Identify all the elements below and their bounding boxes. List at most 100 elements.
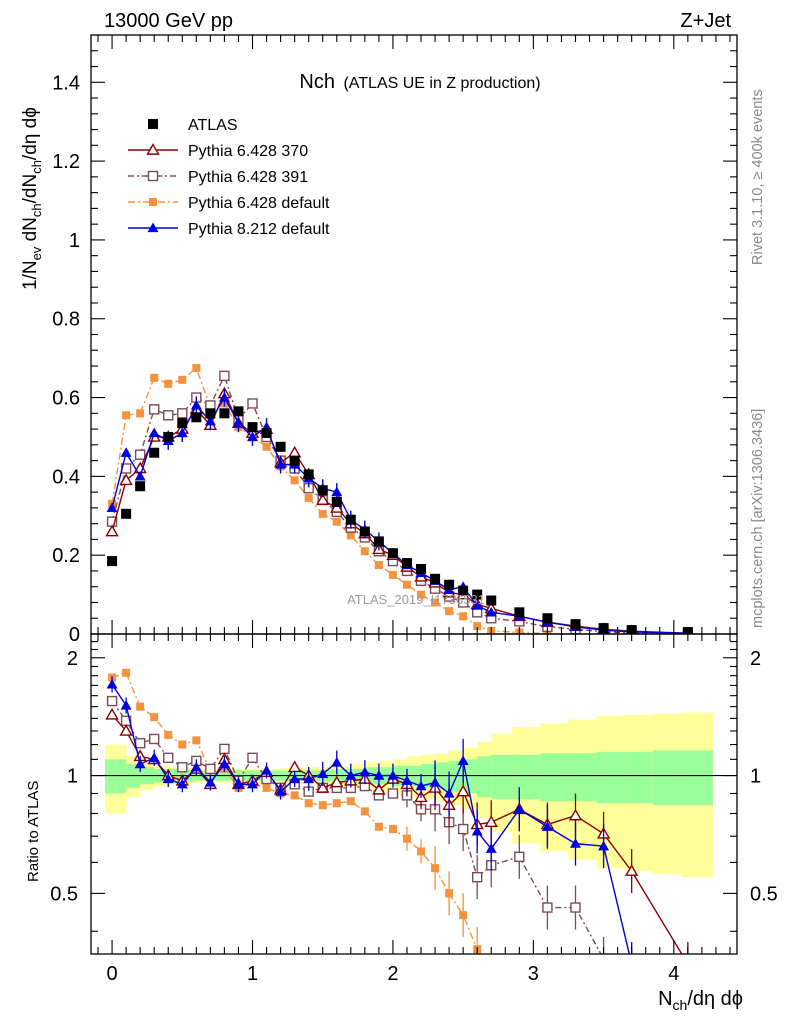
main-data-point: [135, 481, 146, 492]
ratio-data-point: [122, 668, 131, 677]
main-data-point: [331, 486, 343, 497]
main-data-point: [247, 431, 258, 442]
ratio-data-point: [346, 797, 355, 806]
main-data-point: [287, 445, 302, 458]
main-data-point: [163, 410, 174, 421]
axis-ticks: [91, 35, 737, 954]
ratio-data-point: [429, 777, 441, 787]
ratio-data-point: [624, 864, 639, 876]
main-data-point: [472, 589, 483, 600]
ratio-data-point: [316, 780, 330, 793]
stat-uncertainty-band-bin: [596, 751, 626, 804]
ratio-data-point: [417, 847, 426, 856]
x-tick-label: 1: [247, 963, 258, 985]
main-data-point: [134, 449, 146, 460]
main-data-point: [120, 447, 132, 457]
ratio-data-point: [387, 788, 399, 799]
ratio-data-point: [443, 787, 455, 798]
ratio-data-point: [568, 808, 583, 821]
stat-uncertainty-band-bin: [652, 750, 682, 806]
ratio-data-point: [247, 752, 258, 764]
plot-title: Nch (ATLAS UE in Z production): [299, 71, 540, 93]
main-y-tick-label: 1: [69, 230, 80, 252]
x-axis-title: Nch/dη dϕ: [658, 988, 743, 1013]
legend: ATLAS Pythia 6.428 370 Pythia 6.428 391 Pyt…: [128, 117, 330, 238]
ratio-data-point: [262, 783, 271, 792]
ratio-data-point: [105, 707, 119, 720]
main-data-point: [205, 408, 216, 419]
ratio-data-point: [162, 773, 174, 784]
main-data-point: [316, 493, 330, 505]
x-tick-label: 4: [668, 963, 679, 985]
main-data-point: [191, 412, 202, 423]
main-data-point: [473, 622, 482, 631]
ratio-data-point: [106, 695, 118, 707]
stat-uncertainty-band-bin: [491, 754, 513, 800]
main-data-point: [121, 508, 132, 519]
legend-marker: [146, 143, 160, 155]
ratio-data-point: [541, 821, 553, 831]
main-data-point: [360, 547, 369, 556]
process-label: Z+Jet: [680, 10, 731, 32]
legend-marker: [147, 170, 159, 182]
ratio-data-point: [289, 773, 301, 784]
ratio-data-point: [360, 807, 369, 816]
main-series-group: [105, 363, 694, 634]
ratio-data-point: [150, 713, 159, 722]
stat-uncertainty-band-bin: [477, 756, 492, 798]
ratio-series-group: [105, 668, 689, 954]
ratio-data-point: [290, 791, 299, 800]
legend-label: ATLAS: [188, 117, 238, 134]
ratio-y-tick-label: 2: [67, 648, 78, 670]
main-data-point: [542, 613, 553, 624]
main-data-point: [178, 375, 187, 384]
ratio-data-point: [176, 778, 188, 789]
ratio-data-point: [457, 823, 469, 835]
main-data-point: [177, 418, 188, 429]
ratio-data-point: [456, 784, 470, 797]
ratio-data-point: [163, 752, 174, 764]
main-data-point: [261, 428, 272, 439]
main-y-tick-label: 0.6: [52, 388, 80, 410]
legend-marker: [147, 222, 159, 233]
ratio-data-point: [513, 803, 525, 814]
main-data-point: [332, 517, 341, 526]
main-data-point: [275, 459, 287, 469]
main-y-tick-label: 0.8: [52, 309, 80, 331]
main-data-point: [359, 526, 370, 537]
main-data-point: [373, 536, 384, 547]
x-tick-label: 0: [107, 963, 118, 985]
ratio-data-point: [275, 786, 287, 796]
tick-labels: 0 0.2 0.4 0.6 0.8 1 1.2 1.4 0 1 2 3 4 0.5 0.5 1 1 2 2: [50, 72, 778, 985]
ratio-data-point: [431, 864, 440, 873]
main-data-point: [192, 363, 201, 372]
main-y-axis-title: 1/Nev dNch/dNch/dη dϕ: [20, 107, 44, 290]
main-data-point: [247, 398, 258, 409]
legend-label: Pythia 8.212 default: [188, 221, 330, 238]
main-data-point: [122, 411, 131, 420]
main-data-point: [149, 447, 160, 458]
main-data-point: [387, 548, 398, 559]
main-data-point: [331, 496, 342, 507]
main-data-point: [317, 485, 328, 496]
legend-label: Pythia 6.428 default: [188, 195, 330, 212]
ratio-data-point: [218, 758, 230, 769]
main-data-point: [458, 585, 469, 596]
main-y-tick-label: 0.2: [52, 545, 80, 567]
main-data-point: [204, 415, 216, 426]
ratio-data-point: [372, 782, 386, 795]
legend-label: Pythia 6.428 370: [188, 143, 308, 160]
main-data-point: [471, 600, 483, 610]
ratio-data-point: [106, 678, 118, 689]
ratio-data-point: [459, 911, 468, 920]
main-data-point: [119, 473, 133, 486]
main-data-point: [459, 612, 468, 621]
main-data-point: [417, 590, 426, 599]
main-data-point: [514, 607, 525, 618]
ratio-data-point: [120, 700, 132, 710]
ratio-y-axis-title: Ratio to ATLAS: [25, 781, 42, 882]
main-data-point: [346, 531, 355, 540]
x-tick-label: 2: [387, 963, 398, 985]
ratio-data-point: [303, 773, 315, 784]
main-data-point: [262, 442, 271, 451]
